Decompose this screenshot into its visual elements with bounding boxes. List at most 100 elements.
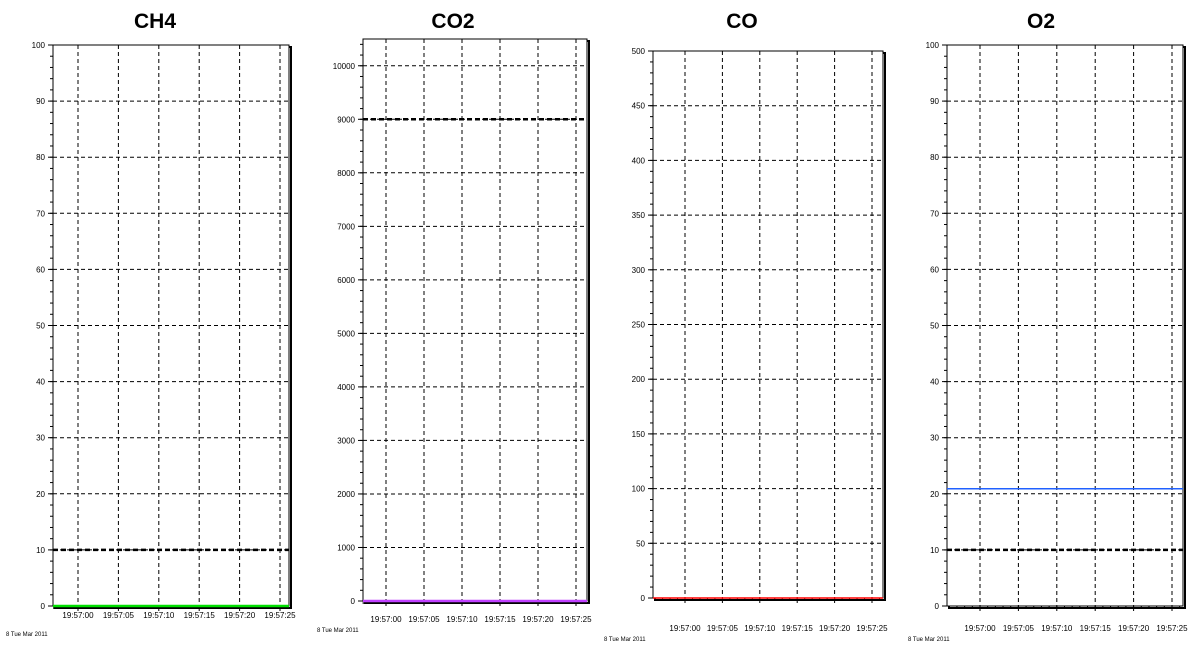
- chart-title: O2: [1027, 10, 1055, 33]
- y-tick-label: 40: [930, 378, 939, 387]
- data-point: [279, 605, 281, 607]
- y-tick-label: 0: [935, 602, 940, 611]
- data-point: [721, 597, 724, 599]
- chart-title: CH4: [134, 10, 176, 33]
- data-point: [1056, 487, 1058, 490]
- data-point: [1094, 487, 1096, 490]
- data-point: [1017, 487, 1020, 490]
- y-tick-label: 6000: [337, 276, 355, 285]
- x-tick-label: 19:57:00: [669, 624, 701, 633]
- y-tick-label: 9000: [337, 115, 355, 124]
- x-tick-label: 19:57:05: [707, 624, 739, 633]
- y-tick-label: 450: [632, 102, 646, 111]
- y-tick-label: 500: [632, 47, 646, 56]
- x-tick-label: 19:57:00: [62, 611, 94, 620]
- y-tick-label: 1000: [337, 543, 355, 552]
- data-point: [1171, 487, 1173, 490]
- y-tick-label: 0: [641, 594, 646, 603]
- chart-title: CO: [726, 10, 758, 33]
- data-point: [461, 600, 463, 602]
- y-tick-label: 80: [930, 153, 939, 162]
- x-tick-label: 19:57:20: [224, 611, 256, 620]
- x-tick-label: 19:57:10: [143, 611, 175, 620]
- y-tick-label: 10: [930, 546, 939, 555]
- y-tick-label: 100: [632, 485, 646, 494]
- data-point: [871, 597, 873, 599]
- x-tick-label: 19:57:25: [856, 624, 888, 633]
- date-label: 8 Tue Mar 2011: [317, 628, 359, 634]
- data-point: [385, 600, 387, 602]
- y-tick-label: 0: [41, 602, 46, 611]
- x-tick-label: 19:57:10: [446, 615, 478, 624]
- y-tick-label: 30: [930, 434, 939, 443]
- date-label: 8 Tue Mar 2011: [6, 632, 48, 638]
- x-tick-label: 19:57:15: [484, 615, 516, 624]
- chart-title: CO2: [431, 10, 474, 33]
- y-tick-label: 20: [36, 490, 45, 499]
- y-tick-label: 50: [930, 322, 939, 331]
- y-tick-label: 150: [632, 430, 646, 439]
- chart-panel-o2: O2 0 10 20 30 40 50 60 70 80 90 100 19:57:00 19:57:05…: [908, 10, 1188, 643]
- y-tick-label: 0: [351, 597, 356, 606]
- data-point: [158, 605, 160, 607]
- y-tick-label: 5000: [337, 329, 355, 338]
- y-tick-label: 100: [32, 41, 46, 50]
- y-tick-label: 8000: [337, 169, 355, 178]
- y-tick-label: 50: [36, 322, 45, 331]
- y-tick-label: 10: [36, 546, 45, 555]
- date-label: 8 Tue Mar 2011: [604, 637, 646, 643]
- plot-area: [362, 38, 588, 602]
- y-tick-label: 40: [36, 378, 45, 387]
- y-tick-label: 200: [632, 375, 646, 384]
- y-tick-label: 350: [632, 211, 646, 220]
- y-tick-label: 10000: [333, 62, 356, 71]
- x-tick-label: 19:57:00: [370, 615, 402, 624]
- x-tick-label: 19:57:00: [964, 624, 996, 633]
- x-tick-label: 19:57:05: [408, 615, 440, 624]
- x-tick-label: 19:57:10: [744, 624, 776, 633]
- y-tick-label: 90: [36, 97, 45, 106]
- x-tick-label: 19:57:15: [782, 624, 814, 633]
- y-tick-label: 50: [636, 539, 645, 548]
- y-tick-label: 60: [930, 265, 939, 274]
- y-tick-label: 100: [926, 41, 940, 50]
- y-tick-label: 80: [36, 153, 45, 162]
- data-point: [537, 600, 539, 602]
- x-tick-label: 19:57:25: [1156, 624, 1188, 633]
- data-point: [1132, 487, 1135, 490]
- y-tick-label: 30: [36, 434, 45, 443]
- y-tick-label: 250: [632, 321, 646, 330]
- x-tick-label: 19:57:20: [1118, 624, 1150, 633]
- y-tick-label: 70: [930, 209, 939, 218]
- data-point: [684, 597, 686, 599]
- y-tick-label: 400: [632, 156, 646, 165]
- data-point: [117, 605, 120, 607]
- y-tick-label: 3000: [337, 436, 355, 445]
- x-tick-label: 19:57:05: [1003, 624, 1035, 633]
- y-tick-label: 2000: [337, 490, 355, 499]
- x-tick-label: 19:57:05: [103, 611, 135, 620]
- chart-panel-co2: CO2 0 1000 2000 3000 4000 5000 6000 7000 8000 9000…: [317, 10, 592, 634]
- y-tick-label: 4000: [337, 383, 355, 392]
- data-point: [238, 605, 241, 607]
- y-tick-label: 60: [36, 265, 45, 274]
- x-tick-label: 19:57:25: [560, 615, 592, 624]
- x-tick-label: 19:57:25: [264, 611, 296, 620]
- data-point: [198, 605, 200, 607]
- data-point: [759, 597, 761, 599]
- data-point: [833, 597, 836, 599]
- chart-panel-co: CO 0 50 100 150 200 250 300 350 400 450 500 19:57:00…: [604, 10, 888, 643]
- y-tick-label: 300: [632, 266, 646, 275]
- chart-panel-ch4: CH4 0 10 20 30 40 50 60 70 80 90 100 19:57:00 19:57:0…: [6, 10, 296, 638]
- data-point: [423, 600, 425, 602]
- y-tick-label: 7000: [337, 222, 355, 231]
- date-label: 8 Tue Mar 2011: [908, 637, 950, 643]
- x-tick-label: 19:57:20: [819, 624, 851, 633]
- x-tick-label: 19:57:10: [1041, 624, 1073, 633]
- data-point: [499, 600, 501, 602]
- y-tick-label: 70: [36, 209, 45, 218]
- y-tick-label: 20: [930, 490, 939, 499]
- data-point: [575, 600, 577, 602]
- x-tick-label: 19:57:15: [1080, 624, 1112, 633]
